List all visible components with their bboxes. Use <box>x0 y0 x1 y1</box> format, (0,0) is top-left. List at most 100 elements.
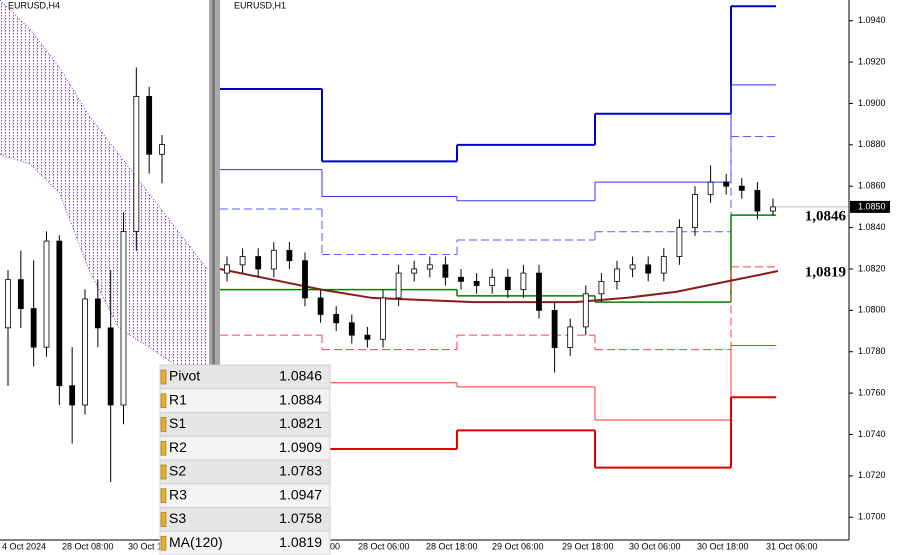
row-icon <box>160 512 167 527</box>
row-icon <box>160 488 167 504</box>
row-label: R1 <box>169 391 187 407</box>
h1-chart: 1.0700 1.0720 1.0740 1.0760 1.0780 1.0800 1.08… <box>219 5 890 551</box>
table-row <box>159 530 331 555</box>
candle-body <box>676 227 683 257</box>
y-tick-label: 1.0800 <box>858 305 886 315</box>
candle-body <box>159 144 165 155</box>
row-value: 1.0846 <box>279 368 322 384</box>
candle-body <box>504 276 511 291</box>
x-tick-label: 4 Oct 2024 <box>2 541 46 551</box>
row-value: 1.0783 <box>279 463 322 479</box>
row-label: S3 <box>169 510 186 526</box>
row-value: 1.0884 <box>279 391 322 407</box>
candle-body <box>707 181 714 195</box>
candle-body <box>43 240 50 348</box>
row-value: 1.0819 <box>279 534 322 550</box>
y-tick-label: 1.0880 <box>858 139 886 149</box>
candle-body <box>380 297 386 340</box>
candle-body <box>270 249 277 270</box>
pivot-table: Pivot 1.0846 R1 1.0884 S1 1.0821 R2 1.0909 S2 1.0… <box>159 364 331 555</box>
row-icon <box>160 417 167 432</box>
candle-body <box>458 276 464 282</box>
y-tick-label: 1.0920 <box>858 56 886 66</box>
candle-body <box>473 280 480 286</box>
row-label: S1 <box>169 415 186 431</box>
y-tick-label: 1.0860 <box>858 181 886 191</box>
splitter-line <box>212 0 215 555</box>
last-price-box <box>850 200 890 213</box>
row-value: 1.0909 <box>279 439 322 455</box>
candle-body <box>17 279 24 309</box>
candle-body <box>692 194 698 228</box>
candle-body <box>333 314 340 324</box>
candle-body <box>660 256 667 274</box>
candle-body <box>442 264 449 278</box>
candle-body <box>120 231 127 406</box>
y-tick-label: 1.0700 <box>858 512 886 522</box>
chart-title: EURUSD,H1 <box>234 0 286 10</box>
x-tick-label: 30 Oct 06:00 <box>629 541 681 551</box>
span-b <box>0 153 209 377</box>
candle-body <box>567 326 574 348</box>
candle-body <box>239 256 246 266</box>
row-label: R2 <box>169 439 187 455</box>
row-icon <box>160 393 167 409</box>
candle-body <box>754 189 761 212</box>
candle-body <box>317 297 324 315</box>
level-annotation: 1,0819 <box>805 264 846 280</box>
candle-body <box>770 206 776 212</box>
x-tick-label: 30 Oct 1 <box>128 541 162 551</box>
candle-body <box>395 272 402 299</box>
y-tick-label: 1.0740 <box>858 429 886 439</box>
x-tick-label: 28 Oct 06:00 <box>358 541 410 551</box>
candle-body <box>629 264 636 270</box>
h4-chart: 4 Oct 2024 28 Oct 08:00 30 Oct 1 <box>0 0 209 551</box>
candle-body <box>69 385 76 406</box>
x-tick-label: 00 <box>330 541 340 551</box>
candle-body <box>411 268 418 274</box>
row-icon <box>160 535 167 551</box>
row-label: S2 <box>169 463 186 479</box>
row-value: 1.0821 <box>279 415 322 431</box>
candle-body <box>536 272 542 311</box>
candle-body <box>107 327 114 406</box>
row-icon <box>160 369 167 385</box>
candle-body <box>520 272 527 291</box>
candle-body <box>723 181 730 187</box>
candle-body <box>5 279 11 329</box>
x-tick-label: 28 Oct 08:00 <box>62 541 114 551</box>
x-tick-label: 29 Oct 06:00 <box>492 541 544 551</box>
y-tick-label: 1.0780 <box>858 346 886 356</box>
row-icon <box>160 440 167 456</box>
candle-body <box>286 249 293 262</box>
candle-body <box>598 280 605 295</box>
y-tick-label: 1.0940 <box>858 15 886 25</box>
candle-body <box>146 96 153 155</box>
candle-body <box>56 240 63 387</box>
row-label: R3 <box>169 486 187 502</box>
y-tick-label: 1.0720 <box>858 470 886 480</box>
candle-body <box>551 309 558 348</box>
y-tick-label: 1.0760 <box>858 387 886 397</box>
candle-body <box>348 322 355 336</box>
row-icon <box>160 464 167 480</box>
candle-body <box>364 334 371 340</box>
candle-body <box>738 185 745 191</box>
candle-body <box>582 293 589 328</box>
row-label: Pivot <box>169 368 200 384</box>
candle-body <box>30 308 37 348</box>
candle-body <box>645 264 652 274</box>
candle-body <box>302 260 308 299</box>
x-tick-label: 30 Oct 18:00 <box>697 541 749 551</box>
row-value: 1.0758 <box>279 510 322 526</box>
x-tick-label: 31 Oct 06:00 <box>766 541 818 551</box>
last-price-label: 1.0850 <box>858 201 886 211</box>
level-annotation: 1,0846 <box>805 209 847 225</box>
y-tick-label: 1.0820 <box>858 263 886 273</box>
row-label: MA(120) <box>169 534 223 550</box>
candle-body <box>94 298 101 329</box>
row-value: 1.0947 <box>279 486 322 502</box>
ichimoku-cloud <box>0 0 208 377</box>
y-tick-label: 1.0900 <box>858 98 886 108</box>
